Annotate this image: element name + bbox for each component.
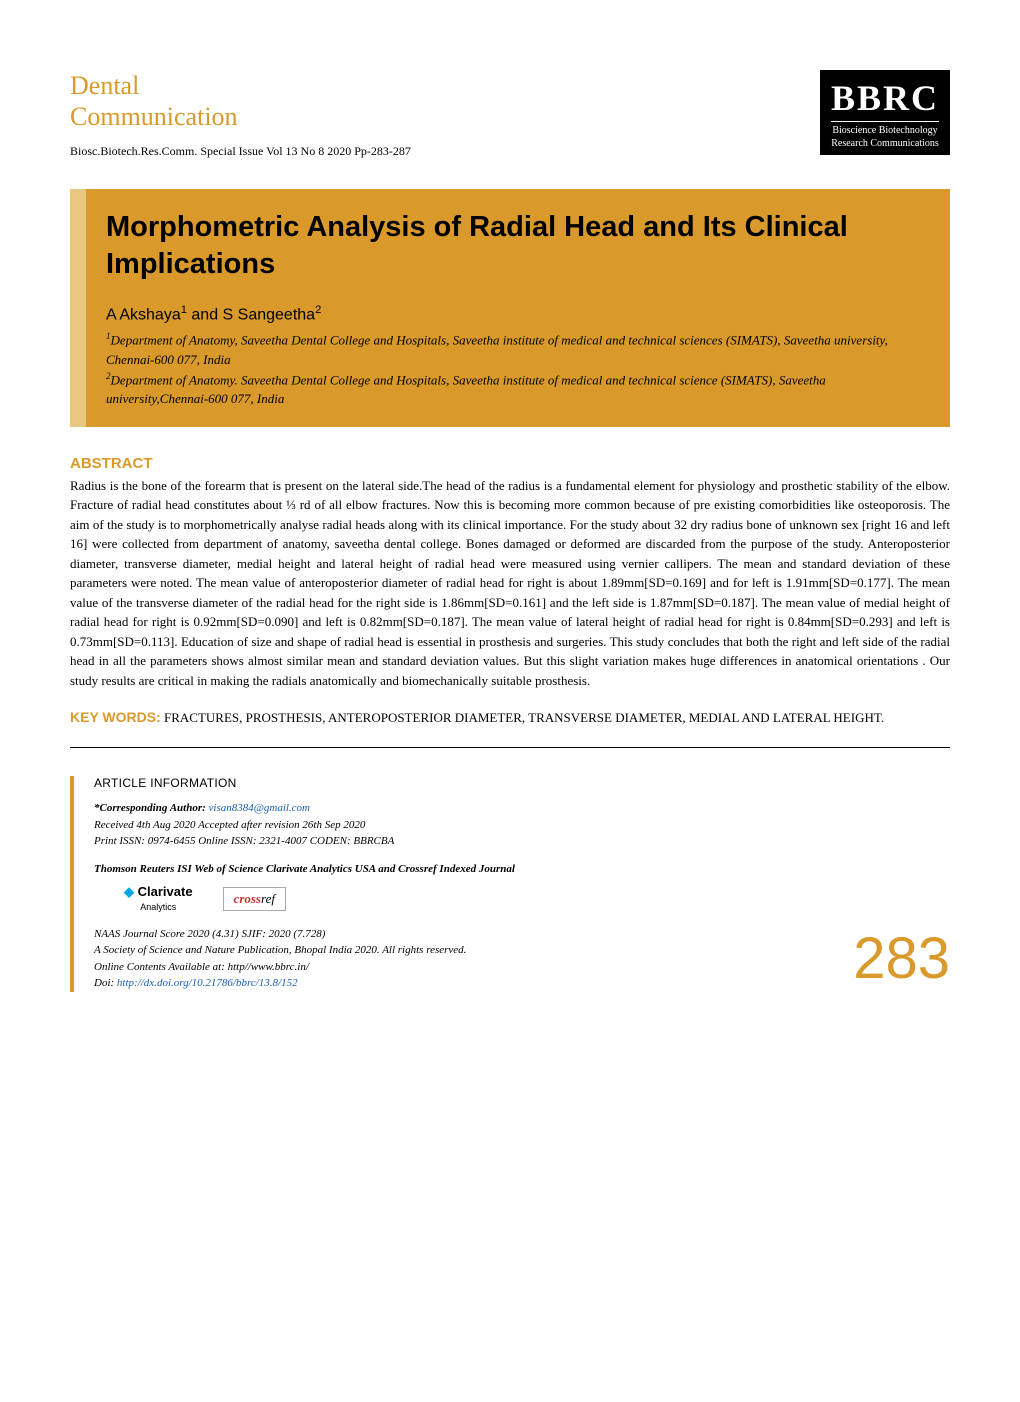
society-line: A Society of Science and Nature Publicat…	[94, 942, 515, 959]
received-accepted: Received 4th Aug 2020 Accepted after rev…	[94, 817, 515, 834]
abstract-text: Radius is the bone of the forearm that i…	[70, 476, 950, 691]
journal-title-block: Dental Communication Biosc.Biotech.Res.C…	[70, 70, 411, 159]
footer-row: ARTICLE INFORMATION *Corresponding Autho…	[70, 776, 950, 991]
doi-line: Doi: http://dx.doi.org/10.21786/bbrc/13.…	[94, 975, 515, 992]
keywords-section: KEY WORDS: FRACTURES, PROSTHESIS, ANTERO…	[70, 706, 950, 729]
logo-acronym: BBRC	[831, 77, 939, 122]
footer-meta: NAAS Journal Score 2020 (4.31) SJIF: 202…	[94, 926, 515, 992]
article-info-heading: ARTICLE INFORMATION	[94, 776, 515, 790]
keywords-text: FRACTURES, PROSTHESIS, ANTEROPOSTERIOR D…	[161, 710, 884, 725]
journal-category: Dental Communication	[70, 70, 411, 132]
crossref-badge: crossref	[223, 887, 286, 911]
authors: A Akshaya1 and S Sangeetha2	[106, 304, 930, 324]
bbrc-logo: BBRC Bioscience Biotechnology Research C…	[820, 70, 950, 155]
logo-subtitle: Bioscience Biotechnology Research Commun…	[831, 124, 939, 150]
article-title-block: Morphometric Analysis of Radial Head and…	[70, 189, 950, 426]
clarivate-badge: ◆ Clarivate Analytics	[124, 885, 193, 914]
online-contents: Online Contents Available at: http//www.…	[94, 959, 515, 976]
journal-citation: Biosc.Biotech.Res.Comm. Special Issue Vo…	[70, 144, 411, 159]
doi-link[interactable]: http://dx.doi.org/10.21786/bbrc/13.8/152	[117, 977, 298, 989]
abstract-section: ABSTRACT Radius is the bone of the forea…	[70, 455, 950, 691]
abstract-heading: ABSTRACT	[70, 455, 950, 472]
keywords-label: KEY WORDS:	[70, 709, 161, 725]
affiliation-1: 1Department of Anatomy, Saveetha Dental …	[106, 330, 930, 369]
page-number: 283	[853, 925, 950, 992]
affiliation-2: 2Department of Anatomy. Saveetha Dental …	[106, 370, 930, 409]
index-badges: ◆ Clarivate Analytics crossref	[124, 885, 515, 914]
article-title: Morphometric Analysis of Radial Head and…	[106, 209, 930, 282]
corresponding-author: *Corresponding Author: visan8384@gmail.c…	[94, 800, 515, 817]
section-divider	[70, 747, 950, 748]
author-email[interactable]: visan8384@gmail.com	[209, 802, 310, 814]
article-info-block: ARTICLE INFORMATION *Corresponding Autho…	[70, 776, 515, 991]
issn-line: Print ISSN: 0974-6455 Online ISSN: 2321-…	[94, 833, 515, 850]
naas-score: NAAS Journal Score 2020 (4.31) SJIF: 202…	[94, 926, 515, 943]
page-header: Dental Communication Biosc.Biotech.Res.C…	[70, 70, 950, 159]
indexing-statement: Thomson Reuters ISI Web of Science Clari…	[94, 862, 515, 877]
